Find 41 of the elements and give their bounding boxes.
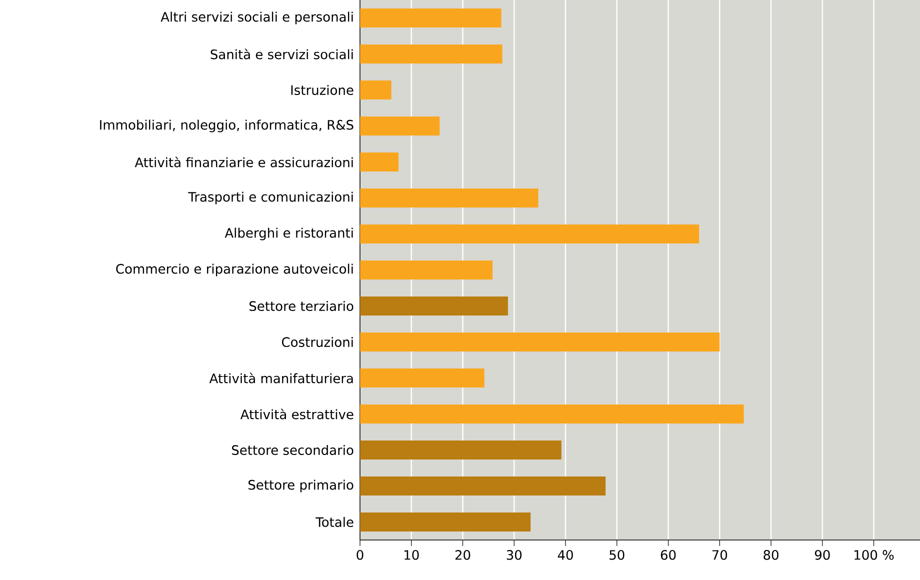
y-tick-label: Settore terziario: [249, 300, 354, 312]
y-tick-label: Attività finanziarie e assicurazioni: [134, 156, 353, 168]
bar: [360, 44, 502, 64]
bar: [360, 476, 606, 496]
y-tick-label: Totale: [316, 516, 354, 528]
x-tick-label: 40: [558, 550, 573, 560]
y-tick-label: Sanità e servizi sociali: [210, 48, 353, 60]
bar: [360, 512, 531, 532]
x-tick-label: 60: [660, 550, 676, 560]
y-tick-label: Settore primario: [248, 480, 354, 492]
y-tick-label: Alberghi e ristoranti: [224, 228, 353, 240]
bar: [360, 188, 538, 208]
y-tick-label: Immobiliari, noleggio, informatica, R&S: [100, 120, 354, 132]
x-tick-label: 20: [455, 550, 470, 560]
y-tick-label: Settore secondario: [232, 444, 354, 456]
x-tick-label: 90: [814, 550, 830, 560]
bar: [360, 260, 493, 280]
y-tick-label: Attività manifatturiera: [209, 372, 353, 384]
x-tick-label: 100 %: [854, 550, 894, 560]
bar: [360, 8, 502, 28]
x-tick-label: 80: [764, 550, 778, 560]
y-tick-label: Altri servizi sociali e personali: [160, 12, 353, 24]
y-tick-label: Trasporti e comunicazioni: [188, 192, 353, 204]
bar: [360, 80, 392, 100]
y-tick-label: Commercio e riparazione autoveicoli: [116, 264, 353, 276]
bar: [360, 152, 399, 172]
x-tick-label: 70: [712, 550, 728, 560]
y-tick-label: Attività estrattive: [240, 408, 354, 420]
bar: [360, 296, 508, 316]
bar: [360, 404, 744, 424]
x-tick-label: 0: [356, 550, 364, 560]
bar: [360, 368, 484, 388]
y-tick-label: Costruzioni: [282, 336, 353, 348]
bar: [360, 440, 562, 460]
x-tick-label: 50: [610, 550, 624, 560]
bar: [360, 224, 700, 244]
bar: [360, 116, 440, 136]
bar: [360, 332, 720, 352]
x-tick-label: 30: [506, 550, 522, 560]
x-tick-label: 10: [404, 550, 419, 560]
y-tick-label: Istruzione: [291, 84, 354, 96]
